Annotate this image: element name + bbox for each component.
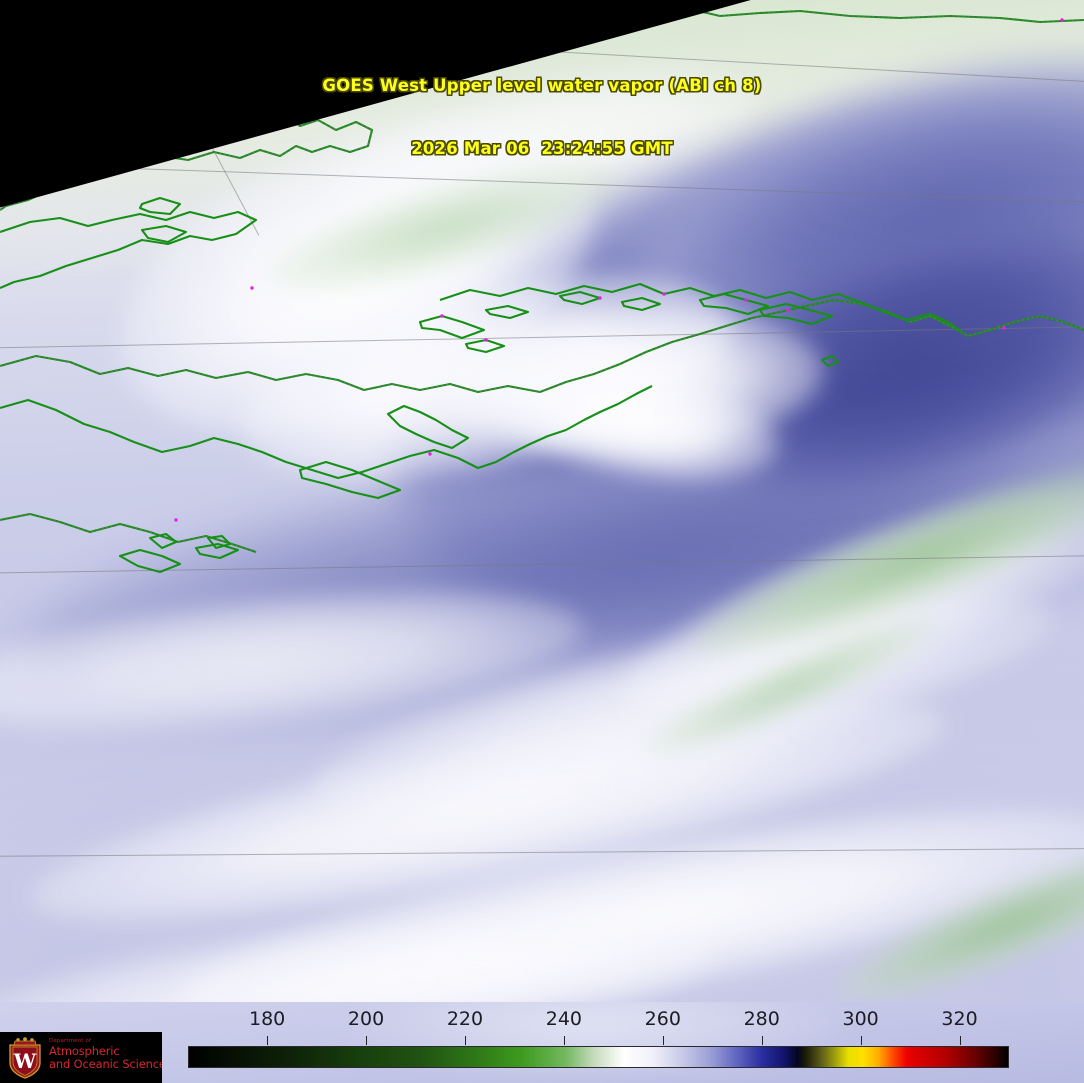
uw-crest-icon: W	[9, 1037, 41, 1079]
colorbar-tick-label: 320	[941, 1008, 978, 1030]
footer-panel: 180 200 220 240 260 280 300 320 W Department of…	[0, 1002, 1084, 1083]
title-line-timestamp: 2026 Mar 06 23:24:55 GMT	[411, 139, 673, 158]
colorbar-tick-label: 180	[248, 1008, 286, 1030]
coastline-kodiak-islands	[148, 532, 232, 550]
colorbar-tick-label: 200	[347, 1008, 385, 1030]
colorbar[interactable]	[188, 1046, 1009, 1068]
title-line-product: GOES West Upper level water vapor (ABI c…	[322, 76, 762, 95]
colorbar-tick	[366, 1036, 368, 1045]
logo-line-oceanic: and Oceanic Sciences	[49, 1057, 162, 1072]
colorbar-gradient	[189, 1047, 1008, 1067]
colorbar-tick	[860, 1036, 862, 1045]
colorbar-tick	[267, 1036, 269, 1045]
coastline-southcentral-alaska	[418, 282, 963, 368]
footer-haze	[325, 1002, 868, 1083]
colorbar-tick	[761, 1036, 763, 1045]
colorbar-tick-label: 240	[545, 1008, 583, 1030]
colorbar-ticks	[188, 1036, 1009, 1046]
satellite-imagery	[0, 0, 1084, 1032]
coastline-alaska-peninsula	[0, 298, 1084, 574]
uw-aos-logo[interactable]: W Department of Atmospheric and Oceanic …	[0, 1032, 162, 1083]
image-title: GOES West Upper level water vapor (ABI c…	[0, 33, 1084, 201]
colorbar-tick	[464, 1036, 466, 1045]
logo-department-label: Department of	[49, 1038, 92, 1044]
colorbar-tick-label: 280	[743, 1008, 780, 1030]
colorbar-tick-label: 220	[446, 1008, 484, 1030]
logo-line-atmospheric: Atmospheric	[49, 1044, 120, 1058]
colorbar-tick	[563, 1036, 565, 1045]
logo-text-block: Department of Atmospheric and Oceanic Sc…	[49, 1038, 162, 1072]
colorbar-tick-label: 260	[644, 1008, 681, 1030]
colorbar-tick-label: 300	[842, 1008, 879, 1030]
colorbar-tick	[662, 1036, 664, 1045]
colorbar-tick	[959, 1036, 961, 1045]
svg-text:W: W	[13, 1049, 37, 1073]
colorbar-labels: 180 200 220 240 260 280 300 320	[188, 1002, 1009, 1036]
